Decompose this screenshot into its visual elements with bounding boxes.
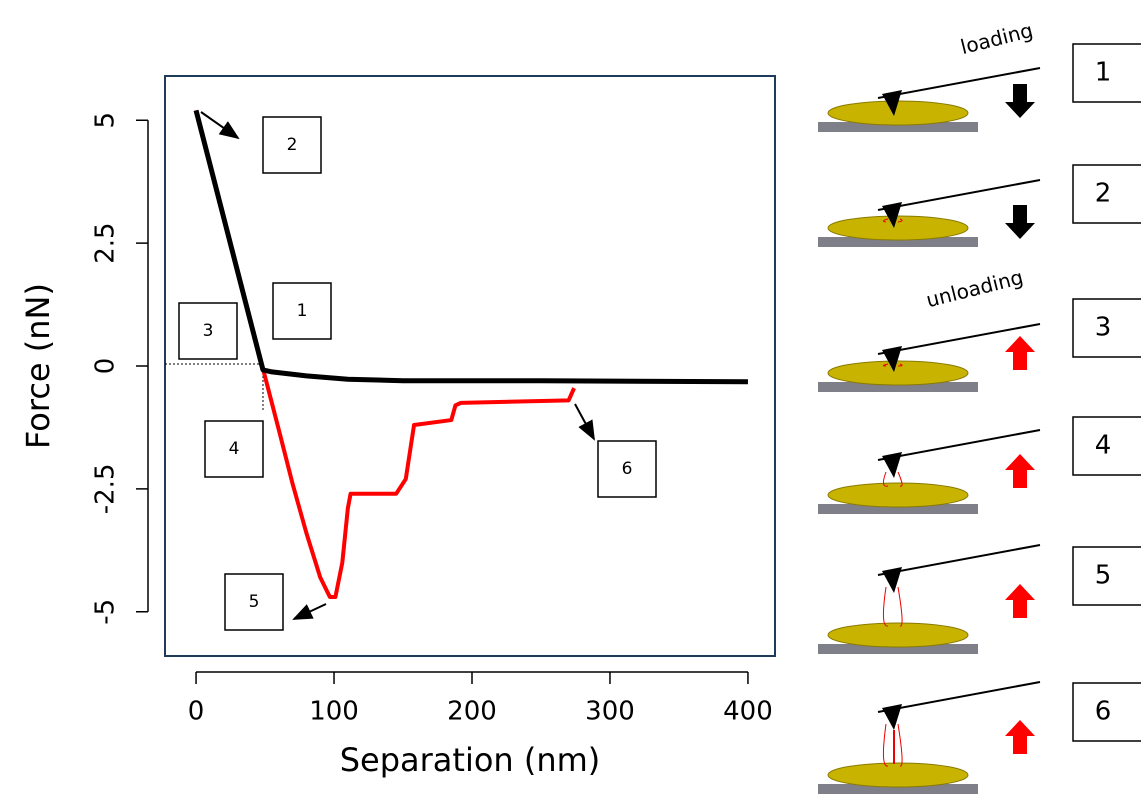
arrow <box>294 604 326 619</box>
y-tick-label: 2.5 <box>91 222 121 263</box>
figure: Separation (nm) Force (nN) loading unloa… <box>0 0 1141 796</box>
arrow <box>201 112 238 138</box>
cell <box>828 216 968 240</box>
arrow-up <box>1005 584 1035 618</box>
x-tick-label: 0 <box>188 697 205 727</box>
annotation-label: 3 <box>203 321 214 341</box>
cell <box>828 623 968 647</box>
y-axis-title: Force (nN) <box>19 283 57 449</box>
arrow <box>575 404 594 439</box>
y-tick-label: 0 <box>91 358 121 375</box>
annotation-label: 5 <box>249 592 260 612</box>
tip <box>882 567 902 593</box>
arrow-up <box>1005 720 1035 754</box>
series-line <box>196 110 574 597</box>
x-tick-label: 300 <box>585 697 635 727</box>
step-label: 2 <box>1095 179 1112 209</box>
x-axis-title: Separation (nm) <box>340 741 601 779</box>
arrow-up <box>1005 336 1035 370</box>
cantilever <box>878 682 1040 712</box>
x-tick-label: 100 <box>309 697 359 727</box>
unloading-label: unloading <box>924 265 1026 312</box>
step-label: 3 <box>1095 313 1112 343</box>
annotation-label: 1 <box>297 301 308 321</box>
plot-frame <box>165 76 775 656</box>
cantilever <box>878 545 1040 575</box>
cell <box>828 483 968 507</box>
loading-label: loading <box>958 18 1035 59</box>
annotation-label: 4 <box>229 439 240 459</box>
fibers <box>883 587 902 626</box>
step-label: 6 <box>1095 697 1112 727</box>
x-tick-label: 200 <box>447 697 497 727</box>
step-label: 4 <box>1095 431 1112 461</box>
arrow-up <box>1005 454 1035 488</box>
cell <box>828 361 968 385</box>
y-tick-label: 5 <box>91 112 121 129</box>
y-tick-label: -5 <box>91 599 121 625</box>
y-tick-label: -2.5 <box>91 464 121 515</box>
annotation-label: 6 <box>622 459 633 479</box>
tip <box>882 704 902 730</box>
fibers <box>883 724 902 766</box>
step-label: 1 <box>1095 58 1112 88</box>
arrow-down <box>1005 84 1035 118</box>
annotation-label: 2 <box>287 135 298 155</box>
cell <box>828 101 968 125</box>
x-tick-label: 400 <box>723 697 773 727</box>
cantilever <box>878 430 1040 460</box>
cell <box>828 763 968 787</box>
arrow-down <box>1005 205 1035 239</box>
step-label: 5 <box>1095 561 1112 591</box>
